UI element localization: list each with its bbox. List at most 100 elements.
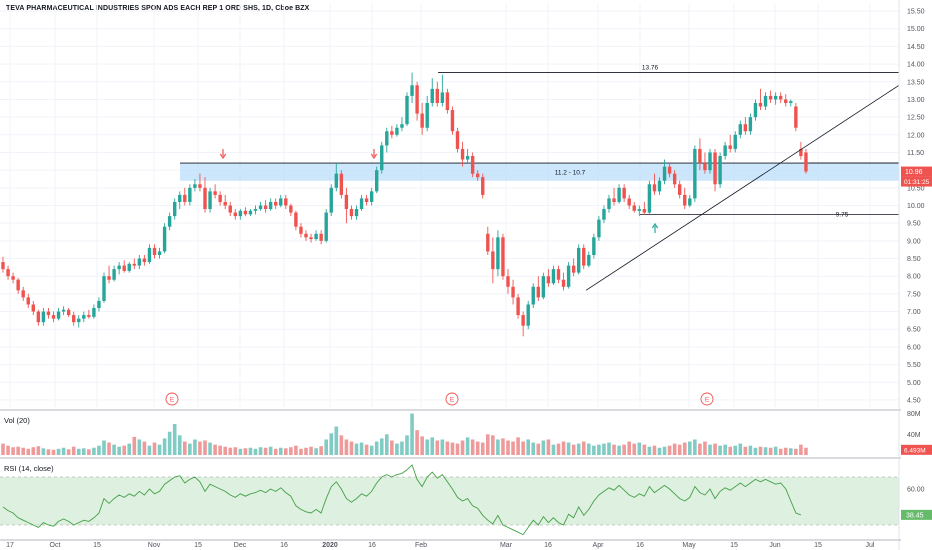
- volume-bar: [238, 448, 243, 455]
- volume-bar: [41, 448, 46, 455]
- candle-body: [152, 247, 157, 255]
- volume-bar: [299, 448, 303, 455]
- candle-body: [314, 233, 318, 240]
- volume-bar: [122, 445, 126, 455]
- candle-body: [167, 216, 172, 227]
- candle-body: [324, 212, 328, 241]
- candle-body: [385, 131, 389, 146]
- volume-pane-label: Vol (20): [4, 416, 30, 425]
- candle-body: [784, 99, 788, 103]
- candle-body: [683, 194, 687, 206]
- volume-last-tag: [901, 444, 932, 455]
- volume-bar: [218, 445, 222, 455]
- volume-bar: [617, 445, 621, 455]
- volume-bar: [778, 448, 783, 455]
- volume-bar: [233, 447, 238, 455]
- volume-bar: [16, 446, 20, 455]
- candle-body: [672, 173, 677, 185]
- candle-body: [258, 205, 263, 210]
- volume-bar: [647, 446, 652, 455]
- volume-bar: [188, 443, 192, 455]
- candle-body: [440, 92, 445, 103]
- volume-bar: [511, 441, 515, 455]
- volume-bar: [405, 435, 409, 455]
- last-price-label: 10.96: [905, 169, 923, 176]
- volume-bar: [61, 447, 66, 455]
- up-arrow-icon: [651, 222, 659, 229]
- candle-body: [87, 315, 91, 317]
- candle-body: [460, 148, 465, 160]
- price-tick-label: 12.00: [907, 132, 925, 139]
- candle-body: [476, 173, 480, 178]
- volume-bar: [334, 426, 339, 455]
- price-axis: 4.50 5.00 5.50 6.00 6.50 7.00 7.50 8.00 8.50 9.00…: [898, 0, 932, 550]
- volume-bar: [768, 447, 773, 455]
- volume-bar: [284, 448, 288, 455]
- candle-body: [299, 226, 303, 234]
- volume-bar: [642, 444, 647, 455]
- candle-body: [718, 156, 722, 185]
- candle-body: [405, 95, 409, 125]
- candle-body: [107, 276, 111, 280]
- candle-body: [728, 145, 732, 149]
- candle-body: [435, 88, 439, 103]
- volume-bar: [92, 447, 96, 455]
- price-tick-label: 13.00: [907, 97, 925, 104]
- volume-bar: [708, 444, 712, 455]
- volume-bar: [470, 439, 475, 455]
- candle-body: [415, 85, 419, 114]
- price-tick-label: 7.50: [907, 291, 921, 298]
- volume-bar: [324, 439, 328, 455]
- candle-body: [491, 251, 495, 270]
- volume-tick-label: 80M: [907, 411, 921, 418]
- candle-body: [21, 290, 25, 298]
- candle-body: [395, 127, 399, 135]
- rsi-last-tag: [901, 509, 932, 520]
- volume-bar: [480, 442, 485, 455]
- candle-body: [294, 212, 298, 227]
- volume-bar: [51, 449, 56, 455]
- volume-bar: [430, 437, 435, 455]
- volume-bar: [157, 444, 162, 455]
- candle-body: [597, 219, 601, 238]
- candle-body: [243, 210, 248, 215]
- candle-body: [465, 156, 470, 160]
- price-tick-label: 15.50: [907, 9, 925, 16]
- time-tick-label: 16: [544, 542, 552, 549]
- volume-bar: [1, 443, 5, 455]
- volume-bar: [82, 448, 86, 455]
- candle-body: [51, 315, 56, 319]
- volume-bar: [531, 442, 536, 455]
- volume-bar: [566, 442, 571, 455]
- candle-body: [147, 247, 152, 263]
- volume-bar: [541, 440, 546, 455]
- earnings-label: E: [450, 397, 455, 404]
- trend-lines[interactable]: [585, 84, 900, 291]
- candle-body: [481, 177, 485, 195]
- candle-body: [713, 152, 717, 185]
- candle-body: [602, 209, 606, 220]
- candle-body: [637, 209, 641, 211]
- candle-body: [678, 184, 682, 195]
- price-tick-label: 5.00: [907, 380, 921, 387]
- volume-bar: [440, 439, 445, 455]
- candle-body: [369, 191, 374, 202]
- earnings-marker-icon: E: [165, 392, 179, 406]
- volume-bar: [672, 443, 677, 455]
- volume-bar: [395, 443, 399, 455]
- candle-body: [511, 286, 515, 298]
- volume-bar: [379, 438, 384, 455]
- candle-body: [410, 85, 414, 96]
- volume-bar: [662, 446, 667, 455]
- candles[interactable]: [1, 72, 808, 337]
- support-label: 9.75: [836, 211, 849, 218]
- volume-bar: [475, 441, 480, 455]
- candle-body: [582, 247, 586, 266]
- candle-body: [773, 95, 778, 100]
- candle-body: [137, 258, 142, 266]
- volume-bar: [263, 447, 268, 455]
- candle-body: [541, 276, 546, 298]
- price-tick-label: 9.00: [907, 238, 921, 245]
- volume-bar: [11, 447, 15, 455]
